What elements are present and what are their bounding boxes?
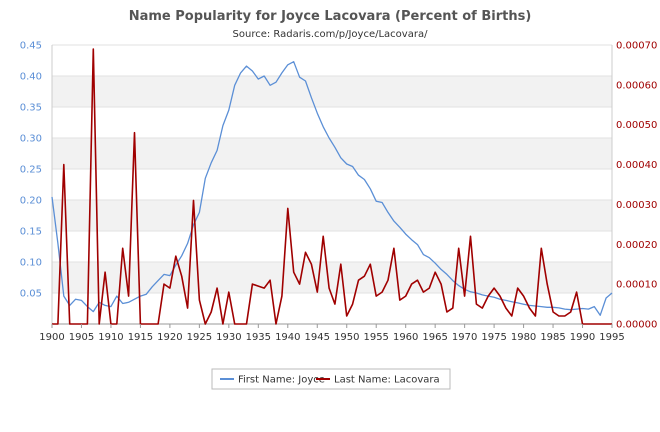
x-tick-label: 1990	[570, 332, 595, 343]
x-tick-label: 1995	[599, 332, 624, 343]
y-right-tick-label: 0.00070	[616, 41, 657, 52]
x-tick-label: 1940	[275, 332, 300, 343]
tick-labels: 0.05 0.10 0.15 0.20 0.25 0.30 0.35 0.40 0.45 0.00…	[20, 41, 658, 344]
y-left-tick-label: 0.45	[20, 41, 42, 52]
y-left-tick-label: 0.10	[20, 258, 42, 269]
series-line-lacovara	[52, 48, 612, 325]
x-tick-label: 1960	[393, 332, 418, 343]
y-left-tick-label: 0.20	[20, 196, 42, 207]
series-line-joyce	[51, 61, 613, 316]
legend: First Name: Joyce Last Name: Lacovara	[211, 368, 451, 390]
x-tick-label: 1925	[187, 332, 212, 343]
x-tick-label: 1915	[128, 332, 153, 343]
grid-band	[52, 200, 612, 231]
x-tick-label: 1980	[511, 332, 536, 343]
y-right-tick-label: 0.00030	[616, 200, 657, 211]
grid-band	[52, 262, 612, 293]
chart-title: Name Popularity for Joyce Lacovara (Perc…	[129, 9, 532, 24]
x-tick-label: 1905	[69, 332, 94, 343]
grid-bands	[52, 76, 612, 293]
x-tick-label: 1945	[305, 332, 330, 343]
x-tick-label: 1950	[334, 332, 359, 343]
x-tick-label: 1935	[246, 332, 271, 343]
legend-label: Last Name: Lacovara	[334, 375, 440, 386]
y-right-tick-label: 0.00050	[616, 120, 657, 131]
y-left-tick-label: 0.40	[20, 72, 42, 83]
chart-subtitle: Source: Radaris.com/p/Joyce/Lacovara/	[233, 29, 429, 40]
y-right-tick-label: 0.00040	[616, 160, 657, 171]
x-tick-label: 1970	[452, 332, 477, 343]
x-tick-label: 1900	[39, 332, 64, 343]
grid-band	[52, 76, 612, 107]
y-left-tick-label: 0.35	[20, 103, 42, 114]
x-tick-label: 1955	[363, 332, 388, 343]
legend-label: First Name: Joyce	[238, 375, 325, 386]
legend-box	[211, 368, 451, 390]
y-right-tick-label: 0.00010	[616, 280, 657, 291]
x-tick-label: 1930	[216, 332, 241, 343]
x-tick-label: 1920	[157, 332, 182, 343]
y-right-tick-label: 0.00020	[616, 240, 657, 251]
y-left-tick-label: 0.25	[20, 165, 42, 176]
series-layer	[51, 48, 613, 325]
x-tick-label: 1910	[98, 332, 123, 343]
y-left-tick-label: 0.30	[20, 134, 42, 145]
y-left-tick-label: 0.15	[20, 227, 42, 238]
grid-lines	[52, 44, 612, 294]
y-right-tick-label: 0.00000	[616, 320, 657, 331]
y-left-tick-label: 0.05	[20, 289, 42, 300]
y-right-tick-label: 0.00060	[616, 80, 657, 91]
x-tick-label: 1985	[540, 332, 565, 343]
x-tick-label: 1975	[481, 332, 506, 343]
x-tick-label: 1965	[422, 332, 447, 343]
